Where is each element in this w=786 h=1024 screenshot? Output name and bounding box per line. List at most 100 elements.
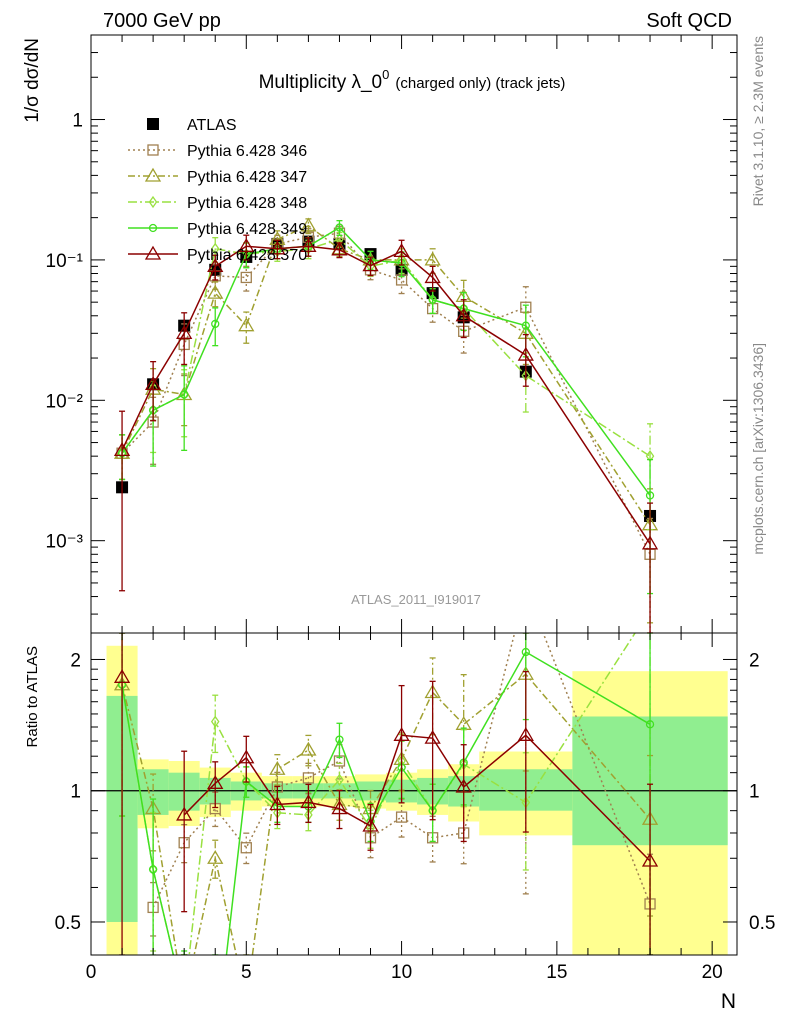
legend-label: Pythia 6.428 348 <box>187 195 307 212</box>
main-title-sup: 0 <box>382 67 389 82</box>
data-point <box>331 241 348 256</box>
ratio-point <box>393 727 410 741</box>
series-pythia-6-428-370 <box>113 234 659 633</box>
data-point <box>393 243 410 258</box>
data-point <box>269 240 286 255</box>
legend-marker <box>144 167 162 182</box>
data-point <box>207 258 224 272</box>
y-tick-label: 10⁻¹ <box>46 251 84 272</box>
data-point <box>424 269 441 284</box>
main-title-suffix: (charged only) (track jets) <box>395 75 565 92</box>
series-line <box>121 245 651 545</box>
ratio-point <box>335 735 344 744</box>
data-point <box>180 390 189 399</box>
header-right: Soft QCD <box>646 10 732 32</box>
ratio-y-tick-label: 0.5 <box>55 913 81 934</box>
ratio-point <box>395 811 408 823</box>
ratio-plot-area: 0.5 0.51 12 20 5 10 15 20 <box>55 584 775 1006</box>
ratio-y-axis-label: Ratio to ATLAS <box>24 646 41 747</box>
ratio-point <box>300 794 317 809</box>
x-tick-label: 10 <box>391 962 412 983</box>
data-point <box>424 251 441 266</box>
ratio-point <box>177 994 191 1006</box>
data-point <box>211 319 220 329</box>
data-point <box>238 317 255 332</box>
main-title: Multiplicity λ_00 (charged only) (track j… <box>259 67 566 93</box>
ratio-frame <box>90 632 738 956</box>
main-series-area <box>113 217 659 633</box>
series-pythia-6-428-347 <box>113 217 659 624</box>
y-tick-label: 1 <box>72 111 83 132</box>
series-pythia-6-428-348 <box>117 231 655 531</box>
y-tick-label: 10⁻³ <box>46 532 84 553</box>
rivet-label: Rivet 3.1.10, ≥ 2.3M events <box>750 36 766 206</box>
ratio-line <box>121 633 636 955</box>
data-point <box>240 271 252 284</box>
data-point <box>428 295 437 304</box>
legend-label: Pythia 6.428 346 <box>187 143 307 160</box>
data-point <box>362 257 379 272</box>
ratio-y-tick-label: 1 <box>70 782 81 803</box>
ratio-point <box>521 584 531 594</box>
main-title-text: Multiplicity λ_0 <box>259 72 383 93</box>
x-tick-label: 20 <box>702 962 723 983</box>
ratio-y-tick-label-right: 2 <box>749 650 760 671</box>
ratio-y-tick-label-right: 0.5 <box>749 913 775 934</box>
ratio-point <box>331 800 348 815</box>
x-tick-label: 0 <box>86 962 97 983</box>
legend-label: ATLAS <box>187 117 237 134</box>
legend: ATLAS Pythia 6.428 346 Pythia 6.428 347 Pyt… <box>128 117 307 264</box>
mcplots-label: mcplots.cern.ch [arXiv:1306.3436] <box>750 343 766 555</box>
data-point <box>300 217 317 232</box>
ratio-point <box>113 669 131 683</box>
series-line <box>121 226 651 496</box>
ratio-point <box>335 773 344 786</box>
ratio-panel: 0.5 0.51 12 20 5 10 15 20 <box>55 584 775 1006</box>
ratio-point <box>424 729 441 744</box>
ratio-point <box>302 772 315 784</box>
ratio-point <box>517 727 534 741</box>
ratio-point <box>269 760 286 775</box>
data-point <box>176 325 193 339</box>
data-point <box>144 376 162 390</box>
ratio-point <box>176 806 193 821</box>
legend-marker <box>148 223 158 233</box>
data-point <box>207 284 224 299</box>
ratio-point <box>181 996 188 1006</box>
legend-marker <box>147 144 159 156</box>
data-point <box>238 238 255 252</box>
x-tick-label: 15 <box>546 962 567 983</box>
main-panel: 10⁻³ 10⁻² 10⁻¹ 1 <box>46 34 738 634</box>
legend-marker <box>148 195 158 209</box>
ratio-point <box>455 778 472 793</box>
ratio-point <box>362 817 379 832</box>
ratio-point <box>645 720 655 729</box>
analysis-label: ATLAS_2011_I919017 <box>351 592 481 607</box>
main-plot-area: 10⁻³ 10⁻² 10⁻¹ 1 <box>46 34 737 633</box>
series-line <box>121 224 651 526</box>
series-atlas <box>116 235 657 522</box>
data-point <box>521 321 530 330</box>
ratio-series-pythia-6-428-370 <box>113 633 659 955</box>
data-point <box>455 307 472 322</box>
legend-marker <box>144 245 162 260</box>
ratio-line <box>183 734 651 862</box>
header-left: 7000 GeV pp <box>103 10 221 32</box>
data-point <box>645 491 655 500</box>
data-point <box>335 223 344 232</box>
x-tick-label: 5 <box>241 962 252 983</box>
legend-label: Pythia 6.428 370 <box>187 247 307 264</box>
ratio-point <box>641 852 659 867</box>
ratio-point <box>239 994 253 1006</box>
ratio-line <box>121 651 651 955</box>
data-point <box>517 346 534 361</box>
ratio-point <box>238 749 255 764</box>
ratio-point <box>207 775 224 789</box>
data-point <box>300 238 317 252</box>
ratio-point <box>210 715 220 728</box>
ratio-point <box>181 997 188 1004</box>
series-line <box>121 232 651 555</box>
legend-label: Pythia 6.428 349 <box>187 221 307 238</box>
main-y-axis-label: 1/σ dσ/dN <box>22 38 43 123</box>
